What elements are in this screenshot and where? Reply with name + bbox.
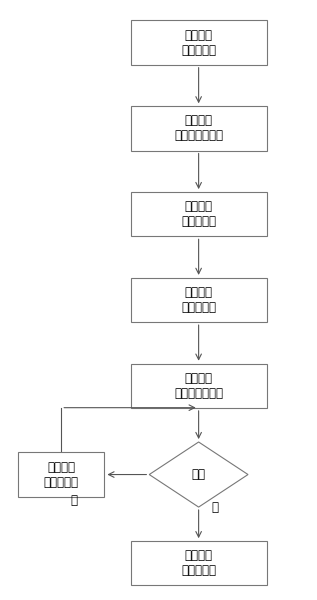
Text: 二号机组
发电机励磁投入: 二号机组 发电机励磁投入 [174, 372, 223, 400]
Text: 一号机组
发电机并网: 一号机组 发电机并网 [181, 200, 216, 228]
Text: 二号机组
自动重合闸: 二号机组 自动重合闸 [44, 461, 79, 488]
Text: 是: 是 [211, 500, 218, 514]
Text: 一号机组
电动机启动: 一号机组 电动机启动 [181, 29, 216, 56]
Text: 一号机组
发电机励磁投入: 一号机组 发电机励磁投入 [174, 115, 223, 142]
FancyBboxPatch shape [131, 20, 267, 65]
Text: 二号机组
发电机并网: 二号机组 发电机并网 [181, 549, 216, 577]
FancyBboxPatch shape [131, 364, 267, 408]
Text: 同期: 同期 [192, 468, 206, 481]
FancyBboxPatch shape [131, 541, 267, 586]
FancyBboxPatch shape [131, 278, 267, 322]
Text: 二号机组
电动机启动: 二号机组 电动机启动 [181, 286, 216, 314]
FancyBboxPatch shape [131, 192, 267, 236]
Polygon shape [149, 442, 248, 507]
Text: 否: 否 [70, 494, 78, 507]
FancyBboxPatch shape [18, 452, 105, 497]
FancyBboxPatch shape [131, 106, 267, 151]
